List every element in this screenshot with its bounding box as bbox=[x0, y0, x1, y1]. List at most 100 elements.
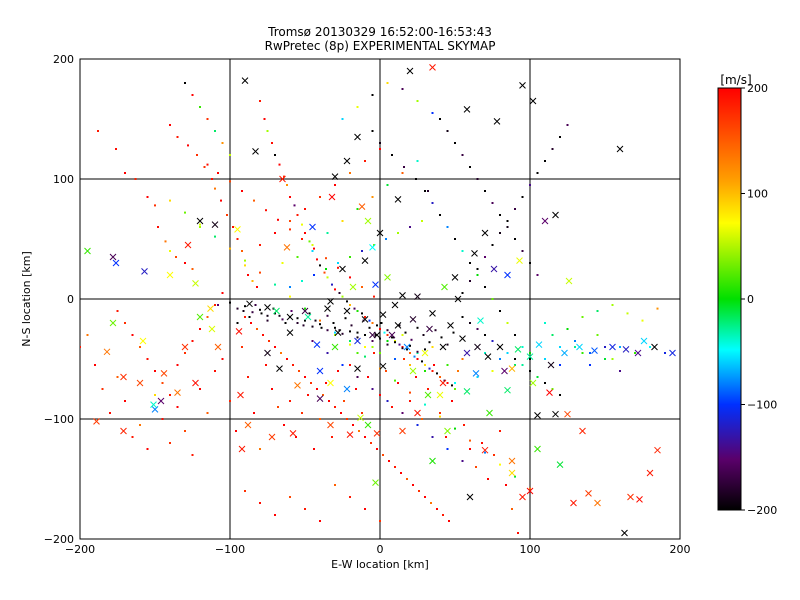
dot-marker bbox=[325, 382, 327, 384]
dot-marker bbox=[244, 259, 246, 262]
x-marker bbox=[361, 316, 369, 323]
dot-marker bbox=[278, 314, 281, 317]
data-points bbox=[80, 64, 676, 537]
x-marker bbox=[207, 305, 214, 312]
x-marker bbox=[208, 325, 216, 333]
dot-marker bbox=[301, 412, 303, 414]
dot-marker bbox=[376, 324, 378, 327]
x-marker bbox=[84, 247, 91, 255]
dot-marker bbox=[131, 436, 134, 438]
x-marker bbox=[472, 370, 480, 377]
x-marker bbox=[447, 322, 454, 329]
dot-marker bbox=[491, 298, 494, 300]
dot-marker bbox=[401, 346, 404, 348]
dot-marker bbox=[214, 130, 216, 132]
dot-marker bbox=[319, 196, 321, 198]
dot-marker bbox=[424, 190, 426, 192]
dot-marker bbox=[454, 142, 456, 144]
dot-marker bbox=[334, 331, 336, 334]
dot-marker bbox=[421, 360, 423, 363]
dot-marker bbox=[319, 323, 321, 326]
dot-marker bbox=[356, 310, 359, 312]
dot-marker bbox=[499, 310, 501, 312]
x-marker bbox=[192, 280, 199, 287]
dot-marker bbox=[214, 370, 216, 372]
dot-marker bbox=[373, 352, 375, 354]
dot-marker bbox=[304, 508, 306, 510]
dot-marker bbox=[289, 295, 291, 298]
x-marker bbox=[327, 421, 334, 429]
x-marker bbox=[394, 322, 402, 329]
dot-marker bbox=[313, 448, 315, 450]
dot-marker bbox=[326, 314, 329, 317]
dot-marker bbox=[431, 202, 434, 204]
dot-marker bbox=[421, 418, 423, 420]
dot-marker bbox=[274, 232, 276, 234]
x-marker bbox=[646, 469, 654, 477]
dot-marker bbox=[289, 286, 291, 288]
dot-marker bbox=[394, 341, 396, 344]
dot-marker bbox=[394, 379, 396, 382]
dot-marker bbox=[514, 475, 516, 478]
dot-marker bbox=[385, 370, 387, 372]
dot-marker bbox=[326, 329, 329, 332]
dot-marker bbox=[499, 463, 501, 466]
dot-marker bbox=[236, 307, 239, 310]
dot-marker bbox=[266, 319, 269, 322]
dot-marker bbox=[251, 280, 254, 282]
dot-marker bbox=[265, 364, 267, 366]
dot-marker bbox=[454, 382, 456, 384]
dot-marker bbox=[124, 400, 126, 402]
x-marker bbox=[429, 457, 436, 465]
x-marker bbox=[526, 487, 534, 495]
dot-marker bbox=[311, 244, 314, 246]
dot-marker bbox=[154, 370, 156, 372]
dot-marker bbox=[256, 328, 258, 330]
dot-marker bbox=[248, 316, 251, 318]
dot-marker bbox=[131, 334, 134, 336]
dot-marker bbox=[484, 352, 486, 354]
dot-marker bbox=[475, 466, 477, 468]
dot-marker bbox=[376, 448, 378, 450]
x-marker bbox=[651, 343, 658, 351]
dot-marker bbox=[461, 358, 464, 360]
dot-marker bbox=[596, 310, 599, 312]
x-marker bbox=[414, 409, 421, 417]
dot-marker bbox=[116, 376, 119, 378]
dot-marker bbox=[278, 163, 281, 166]
x-marker bbox=[463, 349, 471, 357]
x-marker bbox=[529, 379, 537, 387]
x-marker bbox=[283, 244, 291, 251]
dot-marker bbox=[484, 451, 486, 454]
dot-marker bbox=[416, 358, 419, 360]
dot-marker bbox=[101, 388, 104, 390]
x-marker bbox=[403, 343, 411, 351]
dot-marker bbox=[442, 514, 444, 516]
x-marker bbox=[508, 457, 516, 465]
dot-marker bbox=[487, 478, 489, 480]
dot-marker bbox=[296, 317, 299, 320]
dot-marker bbox=[544, 160, 546, 162]
dot-marker bbox=[529, 487, 531, 490]
dot-marker bbox=[406, 348, 408, 351]
dot-marker bbox=[476, 268, 479, 270]
dot-marker bbox=[371, 322, 374, 324]
x-marker bbox=[654, 446, 661, 454]
dot-marker bbox=[302, 324, 305, 327]
x-marker bbox=[516, 257, 523, 264]
dot-marker bbox=[253, 412, 255, 414]
dot-marker bbox=[649, 346, 651, 348]
dot-marker bbox=[304, 307, 306, 310]
dot-marker bbox=[371, 346, 374, 348]
dot-marker bbox=[176, 364, 179, 366]
dot-marker bbox=[286, 184, 288, 186]
dot-marker bbox=[374, 334, 377, 336]
dot-marker bbox=[221, 292, 224, 294]
dot-marker bbox=[259, 271, 261, 274]
dot-marker bbox=[521, 364, 524, 366]
dot-marker bbox=[250, 322, 252, 324]
x-marker bbox=[546, 389, 553, 396]
dot-marker bbox=[244, 316, 246, 318]
dot-marker bbox=[191, 454, 194, 456]
dot-marker bbox=[370, 442, 372, 444]
